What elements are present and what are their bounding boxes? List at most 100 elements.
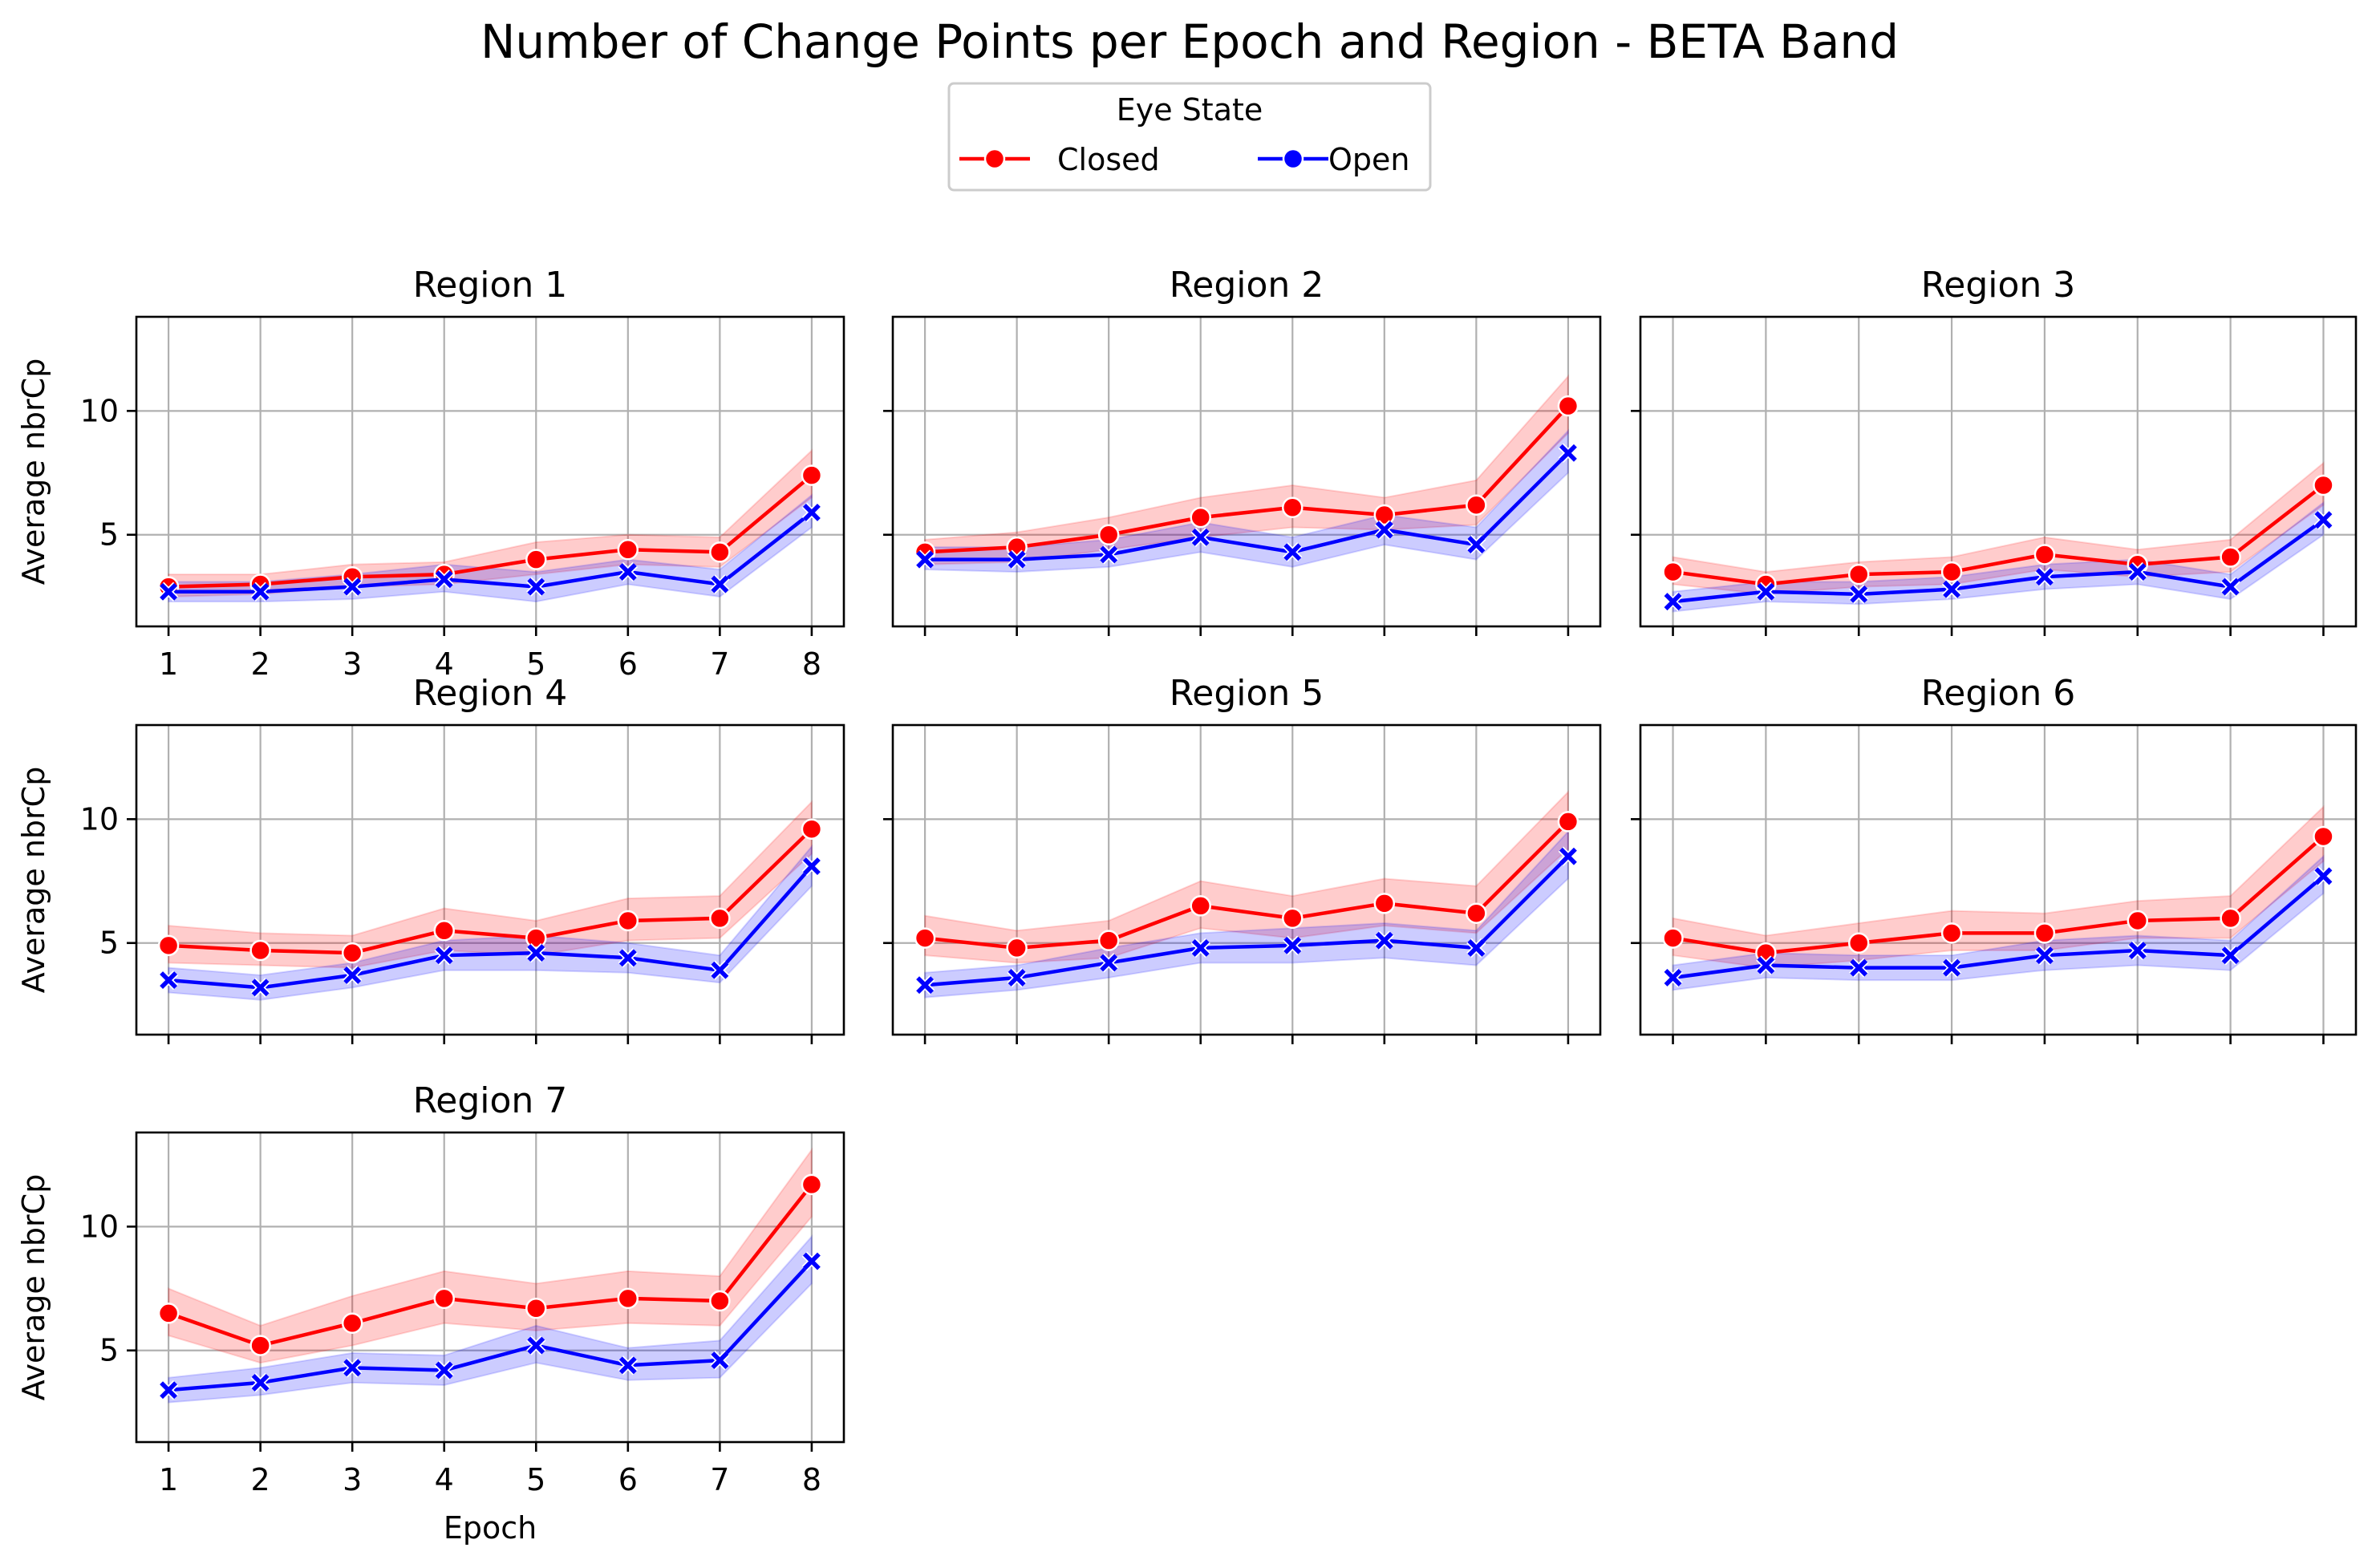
panel-4-point-open: [802, 857, 821, 875]
panel-7-point-closed: [433, 1287, 455, 1310]
panel-7-point-open: [527, 1336, 545, 1355]
panel-1-point-closed: [617, 539, 639, 561]
panel-6-point-closed: [2033, 922, 2056, 944]
panel-7-ci-band-open: [168, 1234, 813, 1404]
panel-1-tick-label-x: 7: [710, 646, 729, 682]
panel-3-point-open: [1850, 585, 1868, 603]
panel-6-axes-frame: [1639, 723, 2358, 1036]
panel-3-point-closed: [2033, 544, 2056, 565]
panel-5-point-open: [1375, 931, 1393, 950]
panel-1-tick-label-x: 5: [526, 646, 545, 682]
panel-3-point-open: [2128, 563, 2147, 581]
panel-1-point-open: [618, 563, 637, 581]
panel-7-point-open: [160, 1381, 178, 1400]
panel-7-point-closed: [617, 1287, 639, 1310]
panel-3-axes-frame: [1639, 315, 2358, 628]
panel-5-point-open: [1559, 847, 1577, 865]
panel-6-line-open: [1672, 874, 2325, 980]
panel-5: Region 5: [883, 673, 1602, 1044]
panel-6: Region 6: [1631, 673, 2358, 1044]
legend-entry-open[interactable]: Open: [1258, 142, 1410, 177]
panel-5-point-closed: [1373, 893, 1396, 914]
panel-2-point-closed: [1282, 496, 1304, 519]
panel-7-line-open: [168, 1260, 813, 1392]
figure-title: Number of Change Points per Epoch and Re…: [480, 14, 1899, 69]
panel-2-point-closed: [1466, 494, 1487, 516]
panel-7-point-closed: [157, 1303, 180, 1324]
panel-6-point-closed: [1847, 932, 1870, 954]
panel-6-point-closed: [2127, 910, 2149, 932]
panel-3-point-closed: [1662, 561, 1684, 583]
panel-7-tick-label-y: 5: [99, 1333, 119, 1368]
panel-1-point-open: [343, 577, 362, 596]
panel-3-point-open: [1757, 582, 1775, 601]
panel-7-point-closed: [801, 1173, 823, 1196]
panel-7-point-open: [618, 1356, 637, 1375]
panel-3-point-closed: [2220, 546, 2241, 568]
panel-7-point-open: [251, 1373, 270, 1392]
legend-frame: [947, 82, 1432, 192]
panel-6-point-open: [2314, 867, 2333, 885]
panel-7-tick-label-x: 3: [343, 1462, 362, 1497]
panel-2-point-open: [1467, 536, 1486, 554]
panel-5-axes-frame: [891, 723, 1602, 1036]
panel-2-point-open: [1191, 528, 1210, 546]
panel-4-line-open: [168, 865, 813, 990]
panel-7-tick-label-x: 7: [710, 1462, 729, 1497]
panel-2-ci-band-open: [924, 428, 1569, 573]
legend-closed-marker: [983, 148, 1006, 170]
panel-1-tick-label-x: 1: [159, 646, 178, 682]
panel-6-point-open: [2128, 942, 2147, 959]
panel-1-tick-label-x: 3: [343, 646, 362, 682]
panel-3-point-open: [2314, 511, 2333, 529]
panel-4-point-closed: [157, 934, 180, 957]
panel-4-line-closed: [168, 828, 813, 955]
panel-7-point-open: [711, 1351, 729, 1370]
panel-5-point-open: [1467, 938, 1486, 957]
panel-5-point-closed: [1190, 895, 1211, 917]
panel-3-ci-band-open: [1672, 500, 2325, 613]
panel-4-point-closed: [525, 927, 547, 949]
panel-6-point-open: [1850, 958, 1868, 977]
panel-6-point-open: [2035, 946, 2054, 965]
panel-1-tick-label-x: 6: [618, 646, 638, 682]
panel-1-point-open: [160, 582, 178, 601]
panel-2-line-closed: [924, 404, 1570, 554]
panel-1-point-closed: [709, 541, 731, 563]
panel-5-line-open: [924, 855, 1570, 987]
panel-1-point-open: [802, 504, 821, 521]
panel-7: 5 10 Average nbrCp 1 2 3 4 5 6 7 8 Epoch Region 7: [16, 1080, 845, 1546]
panel-5-point-closed: [1006, 937, 1028, 959]
panel-4-point-open: [435, 946, 453, 965]
panel-3-point-open: [1943, 580, 1961, 598]
panel-1-tick-label-x: 4: [435, 646, 454, 682]
panel-5-point-open: [1100, 954, 1118, 972]
panel-5-ci-band-open: [924, 829, 1569, 999]
panel-5-line-closed: [924, 820, 1570, 950]
panel-7-tick-label-x: 4: [435, 1462, 454, 1497]
legend-closed-label: Closed: [1057, 142, 1160, 177]
panel-3-line-closed: [1672, 484, 2325, 586]
panel-1-tick-label-x: 8: [802, 646, 821, 682]
panel-6-point-closed: [1940, 922, 1963, 944]
panel-6-point-closed: [2313, 825, 2334, 848]
panel-7-axes-frame: [135, 1131, 845, 1444]
panel-6-point-open: [1757, 956, 1775, 974]
panel-2-point-open: [1100, 545, 1118, 564]
panel-4-point-open: [618, 949, 637, 967]
panel-4-point-closed: [249, 939, 271, 962]
panel-5-title: Region 5: [1170, 673, 1324, 714]
panel-1-axis-label-y: Average nbrCp: [16, 359, 51, 585]
panel-7-tick-label-x: 2: [251, 1462, 270, 1497]
panel-7-tick-label-y: 10: [80, 1209, 119, 1244]
panel-7-point-closed: [709, 1290, 731, 1312]
panel-5-point-closed: [914, 927, 936, 949]
panel-7-point-open: [802, 1252, 821, 1270]
panel-2-point-open: [1008, 550, 1026, 569]
panel-5-point-closed: [1282, 907, 1304, 930]
panel-2: Region 2: [883, 265, 1602, 636]
legend-entry-closed[interactable]: Closed: [959, 142, 1160, 177]
panel-3-point-closed: [1940, 561, 1963, 583]
